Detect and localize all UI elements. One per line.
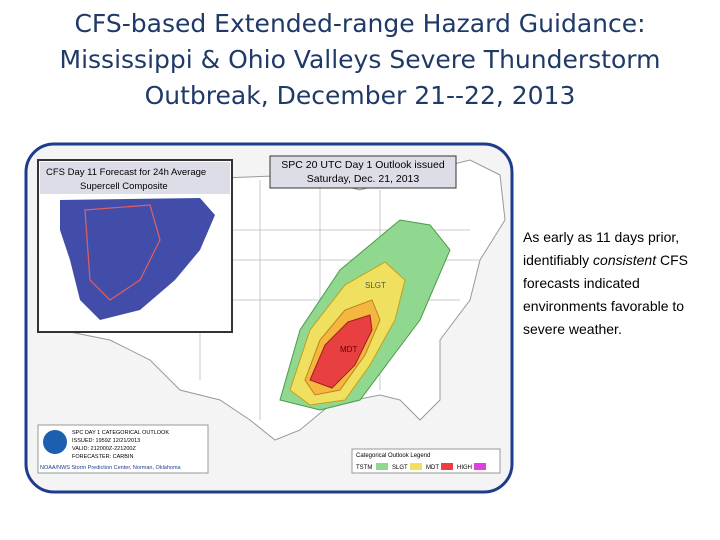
legend-item: SLGT (392, 465, 408, 471)
outlook-title: SPC 20 UTC Day 1 Outlook issued (281, 159, 445, 171)
side-text-part: CFS forecasts indicated environments fav… (523, 252, 688, 337)
legend-item: HIGH (457, 465, 472, 471)
inset-title-box (40, 162, 230, 194)
noaa-logo (43, 430, 67, 454)
info-text: NOAA/NWS Storm Prediction Center, Norman… (40, 465, 182, 471)
outlook-title: Saturday, Dec. 21, 2013 (307, 173, 420, 185)
title-line: Outbreak, December 21--22, 2013 (144, 81, 576, 110)
legend-swatch (474, 463, 486, 470)
side-text: As early as 11 days prior, identifiably … (523, 226, 719, 341)
title-line: CFS-based Extended-range Hazard Guidance… (74, 9, 646, 38)
side-text-part: As early as 11 days prior, identifiably (523, 229, 680, 268)
side-text-emphasis: consistent (593, 252, 657, 268)
area-label: MDT (340, 345, 357, 354)
info-text: SPC DAY 1 CATEGORICAL OUTLOOK (72, 430, 169, 436)
info-text: FORECASTER: CARBIN (72, 454, 133, 460)
inset-title: Supercell Composite (80, 181, 168, 192)
info-text: VALID: 212000Z-221200Z (72, 446, 136, 452)
legend-swatch (410, 463, 422, 470)
legend-swatch (376, 463, 388, 470)
mdt-area (309, 314, 373, 389)
outlook-title-box (269, 155, 457, 189)
title-line: Mississippi & Ohio Valleys Severe Thunde… (59, 45, 661, 74)
inset-contour (84, 204, 161, 301)
info-text: ISSUED: 1959Z 12/21/2013 (72, 438, 140, 444)
inset-title: CFS Day 11 Forecast for 24h Average (46, 167, 206, 178)
legend-item: TSTM (356, 465, 372, 471)
legend-swatch (441, 463, 453, 470)
slide-title: CFS-based Extended-range Hazard Guidance… (0, 6, 720, 114)
legend-item: MDT (426, 465, 439, 471)
legend-title: Categorical Outlook Legend (356, 453, 430, 459)
info-box (37, 424, 209, 474)
area-label: SLGT (365, 281, 386, 290)
